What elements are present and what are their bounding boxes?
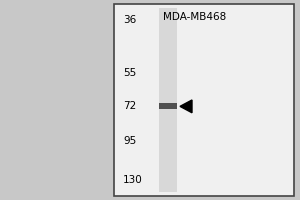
Bar: [159, 103, 177, 109]
Text: 55: 55: [123, 68, 136, 78]
Bar: [159, 8, 177, 192]
Text: MDA-MB468: MDA-MB468: [164, 12, 226, 22]
Text: 72: 72: [123, 101, 136, 111]
Text: 130: 130: [123, 175, 143, 185]
Polygon shape: [180, 100, 192, 113]
Text: 95: 95: [123, 136, 136, 146]
Bar: [114, 4, 294, 196]
Text: 36: 36: [123, 15, 136, 25]
